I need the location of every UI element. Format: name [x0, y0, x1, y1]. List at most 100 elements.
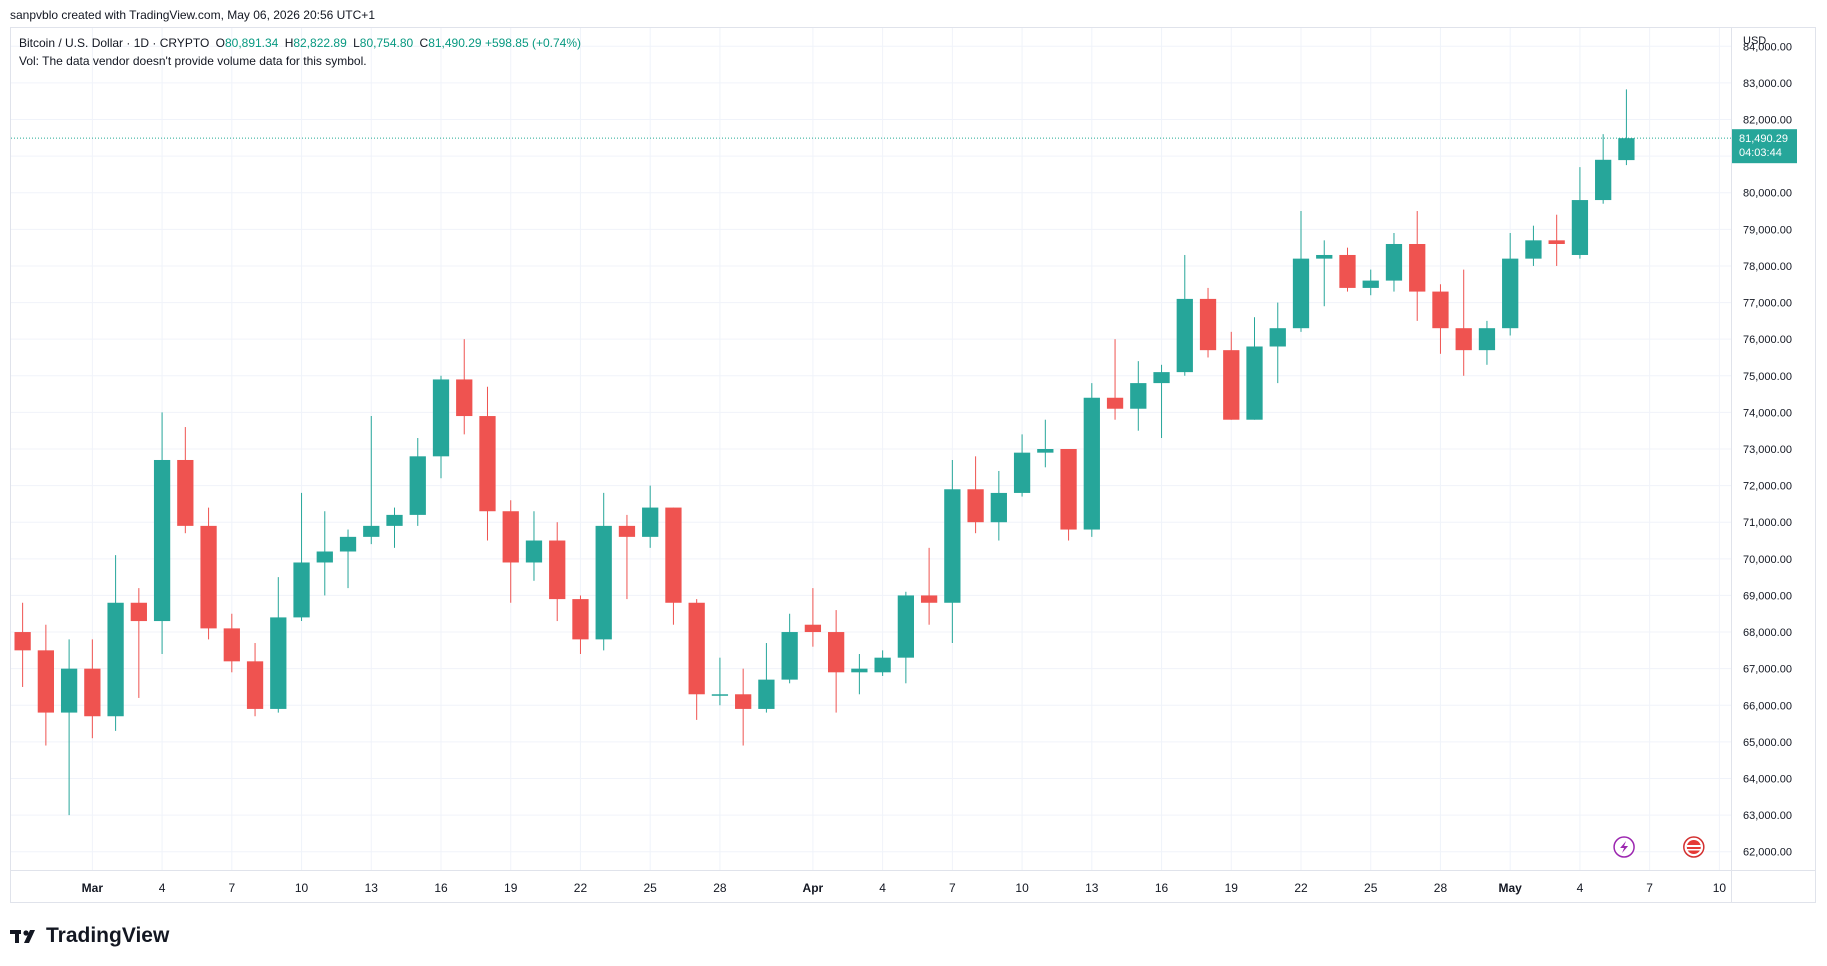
candle-body[interactable]: [874, 657, 891, 673]
candle-body[interactable]: [525, 540, 543, 563]
candle-body[interactable]: [14, 632, 31, 651]
candle-body[interactable]: [1478, 328, 1496, 351]
candle-body[interactable]: [386, 514, 403, 526]
time-tick-label: 7: [1646, 881, 1653, 895]
candle-body[interactable]: [1525, 240, 1542, 259]
candle-body[interactable]: [60, 668, 78, 713]
candle-countdown-label: 04:03:44: [1739, 147, 1782, 159]
candle-body[interactable]: [270, 617, 287, 709]
lightning-icon: [1620, 841, 1629, 853]
candle-body[interactable]: [409, 456, 426, 515]
candle-body[interactable]: [897, 595, 914, 658]
candle-body[interactable]: [1106, 397, 1124, 409]
candle-body[interactable]: [177, 459, 194, 526]
candle-body[interactable]: [339, 536, 357, 552]
candle-body[interactable]: [1548, 240, 1565, 244]
candle-body[interactable]: [967, 489, 984, 523]
candle-body[interactable]: [200, 525, 217, 629]
time-tick-label: 7: [949, 881, 956, 895]
candle-body[interactable]: [316, 551, 333, 563]
price-tick-label: 73,000.00: [1743, 444, 1792, 456]
candle-body[interactable]: [1455, 328, 1472, 351]
candle-body[interactable]: [1013, 452, 1031, 493]
chart-frame[interactable]: Bitcoin / U.S. Dollar · 1D · CRYPTO O80,…: [10, 27, 1816, 903]
price-tick-label: 76,000.00: [1743, 334, 1792, 346]
price-tick-label: 69,000.00: [1743, 590, 1792, 602]
candle-body[interactable]: [828, 632, 845, 673]
candle-body[interactable]: [1199, 298, 1217, 351]
candle-body[interactable]: [456, 379, 473, 417]
candle-body[interactable]: [223, 628, 240, 662]
candle-body[interactable]: [1176, 298, 1193, 373]
time-tick-label: 25: [1364, 881, 1378, 895]
candle-body[interactable]: [711, 694, 729, 696]
candle-body[interactable]: [502, 511, 519, 563]
candle-body[interactable]: [37, 650, 54, 713]
candle-body[interactable]: [990, 492, 1007, 523]
current-price-badge: [1732, 129, 1797, 164]
candle-body[interactable]: [130, 602, 147, 622]
candle-body[interactable]: [479, 416, 496, 512]
candle-body[interactable]: [1502, 258, 1519, 329]
time-tick-label: 16: [1155, 881, 1169, 895]
candle-body[interactable]: [758, 679, 775, 709]
candle-body[interactable]: [1362, 280, 1379, 288]
candle-body[interactable]: [688, 602, 705, 695]
candle-body[interactable]: [1316, 254, 1333, 259]
candle-body[interactable]: [920, 595, 938, 603]
candle-body[interactable]: [153, 459, 171, 622]
high-label: H: [284, 36, 294, 50]
candle-body[interactable]: [293, 562, 310, 618]
time-tick-label: 13: [1085, 881, 1099, 895]
candle-body[interactable]: [1432, 291, 1449, 329]
candle-body[interactable]: [1083, 397, 1100, 530]
candle-body[interactable]: [1269, 328, 1286, 347]
candle-body[interactable]: [432, 379, 450, 457]
candle-body[interactable]: [84, 668, 101, 717]
candle-body[interactable]: [1060, 449, 1077, 530]
symbol-label[interactable]: Bitcoin / U.S. Dollar · 1D · CRYPTO: [19, 36, 210, 50]
time-tick-label: 10: [1713, 881, 1727, 895]
candle-body[interactable]: [781, 632, 798, 680]
candle-body[interactable]: [735, 694, 752, 709]
current-price-label: 81,490.29: [1739, 133, 1788, 145]
candle-body[interactable]: [1618, 138, 1635, 161]
candle-body[interactable]: [1385, 243, 1403, 281]
candle-body[interactable]: [107, 602, 124, 717]
candle-body[interactable]: [595, 525, 612, 640]
candle-body[interactable]: [1246, 346, 1263, 420]
candlestick-chart[interactable]: USD 62,000.00 63,000.00 64,000.00 65,000.00 6…: [11, 28, 1816, 903]
price-tick-label: 82,000.00: [1743, 115, 1792, 127]
tradingview-brand: TradingView: [46, 924, 170, 947]
candle-body[interactable]: [851, 668, 868, 673]
candle-body[interactable]: [1571, 200, 1589, 255]
candle-body[interactable]: [1037, 449, 1054, 453]
candle-body[interactable]: [1130, 383, 1147, 409]
candle-body[interactable]: [549, 540, 566, 600]
candle-body[interactable]: [804, 624, 822, 633]
time-tick-label: 7: [228, 881, 235, 895]
candle-body[interactable]: [1223, 350, 1240, 420]
time-tick-label: 16: [434, 881, 448, 895]
candle-body[interactable]: [1595, 159, 1612, 201]
price-tick-label: 66,000.00: [1743, 700, 1792, 712]
time-tick-label: 10: [295, 881, 309, 895]
flag-stripe-icon: [1686, 845, 1701, 847]
close-label: C: [419, 36, 429, 50]
candle-body[interactable]: [944, 489, 961, 603]
candle-body[interactable]: [1339, 254, 1356, 288]
candle-body[interactable]: [246, 661, 264, 709]
candle-body[interactable]: [642, 507, 659, 537]
price-tick-label: 67,000.00: [1743, 664, 1792, 676]
candle-body[interactable]: [1409, 243, 1426, 292]
candle-body[interactable]: [363, 525, 380, 537]
candle-body[interactable]: [572, 599, 589, 640]
price-tick-label: 77,000.00: [1743, 298, 1792, 310]
change-value: +598.85 (+0.74%): [484, 36, 582, 50]
candle-body[interactable]: [1153, 372, 1170, 384]
candle-body[interactable]: [618, 525, 636, 537]
time-tick-label: 28: [713, 881, 727, 895]
tradingview-logo[interactable]: TradingView: [10, 924, 169, 948]
candle-body[interactable]: [665, 507, 682, 603]
candle-body[interactable]: [1292, 258, 1310, 329]
